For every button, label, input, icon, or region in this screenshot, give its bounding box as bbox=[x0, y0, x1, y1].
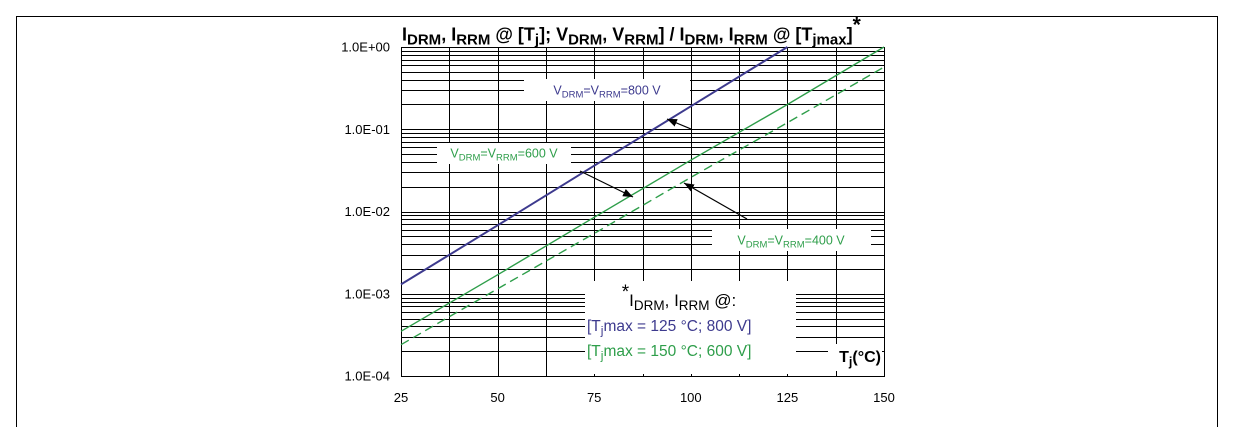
note-heading-text: @: bbox=[710, 291, 737, 310]
series-label: VDRM=VRRM=400 V bbox=[737, 234, 845, 251]
x-tick-label: 25 bbox=[394, 390, 408, 405]
chart-title-text: , I bbox=[441, 25, 456, 45]
note-line-subscript: j bbox=[600, 324, 604, 338]
series-line bbox=[400, 46, 788, 286]
y-tick-label: 1.0E-03 bbox=[344, 286, 390, 301]
chart-title-text: ] / I bbox=[658, 25, 684, 45]
series-lines bbox=[400, 46, 885, 346]
series-line bbox=[400, 66, 885, 346]
series-line bbox=[400, 46, 885, 332]
note-line-text: max = 150 °C; 600 V] bbox=[603, 343, 751, 360]
series-label-text: =V bbox=[583, 84, 599, 98]
x-tick-label: 150 bbox=[873, 390, 895, 405]
y-tick-label: 1.0E-04 bbox=[344, 369, 390, 384]
axes-labels: 25 50 75 100 125 150 1.0E+00 1.0E-01 1.0E-02 1.0E… bbox=[341, 14, 895, 406]
series-label-subscript: RRM bbox=[496, 153, 518, 164]
chart-title-subscript: DRM bbox=[568, 32, 602, 49]
series-label-text: =400 V bbox=[805, 234, 846, 248]
note-heading-text: I bbox=[629, 291, 634, 310]
series-label-text: =V bbox=[480, 147, 496, 161]
series-label-box bbox=[712, 229, 871, 251]
note-heading: *IDRM, IRRM @: bbox=[622, 282, 737, 313]
annotation-arrow bbox=[666, 118, 692, 130]
chart-title-text: I bbox=[402, 25, 407, 45]
x-tick-label: 50 bbox=[490, 390, 504, 405]
series-label-subscript: DRM bbox=[746, 240, 768, 251]
note-line: [Tjmax = 125 °C; 800 V] bbox=[587, 318, 751, 338]
x-axis-label-text: T bbox=[839, 349, 849, 366]
chart-title-subscript: RRM bbox=[456, 32, 490, 49]
x-tick-label: 75 bbox=[587, 390, 601, 405]
series-label-subscript: RRM bbox=[599, 90, 621, 101]
series-label-box bbox=[524, 79, 690, 101]
y-tick-label: 1.0E-02 bbox=[344, 204, 390, 219]
chart-title-subscript: j bbox=[534, 32, 539, 49]
plot-area bbox=[401, 47, 885, 377]
series-label-text: =600 V bbox=[518, 147, 559, 161]
chart-title-text: , V bbox=[602, 25, 624, 45]
chart-title-text: @ [T bbox=[490, 25, 535, 45]
series-label-text: =V bbox=[767, 234, 783, 248]
note-heading-subscript: DRM bbox=[634, 298, 665, 313]
x-tick-label: 125 bbox=[777, 390, 799, 405]
chart-title-subscript: jmax bbox=[811, 32, 847, 49]
series-label-subscript: DRM bbox=[562, 90, 584, 101]
note-heading-subscript: RRM bbox=[679, 298, 710, 313]
series-label: VDRM=VRRM=600 V bbox=[450, 147, 558, 164]
x-axis-label-subscript: j bbox=[848, 355, 852, 369]
series-label-subscript: DRM bbox=[459, 153, 481, 164]
series-label-box bbox=[437, 143, 571, 164]
chart-title-text: , I bbox=[719, 25, 734, 45]
note-line-text: [T bbox=[587, 343, 601, 360]
series-label-text: V bbox=[450, 147, 459, 161]
annotation-boxes bbox=[437, 79, 882, 374]
y-tick-label: 1.0E+00 bbox=[341, 40, 390, 55]
series-label: VDRM=VRRM=800 V bbox=[553, 84, 661, 101]
series-label-text: =800 V bbox=[621, 84, 662, 98]
note-heading-text: , I bbox=[665, 291, 679, 310]
plot-frame bbox=[401, 47, 885, 377]
annotation-arrow bbox=[579, 170, 634, 198]
chart-title-text: ]; V bbox=[539, 25, 568, 45]
chart-title-subscript: RRM bbox=[734, 32, 768, 49]
x-axis-label-box bbox=[828, 344, 882, 371]
chart-title-subscript: RRM bbox=[624, 32, 658, 49]
series-label-subscript: RRM bbox=[783, 240, 805, 251]
x-tick-label: 100 bbox=[680, 390, 702, 405]
note-line: [Tjmax = 150 °C; 600 V] bbox=[587, 343, 751, 363]
chart-title-text: ] bbox=[847, 25, 853, 45]
x-axis-label-text: (°C) bbox=[852, 349, 881, 366]
note-line-text: max = 125 °C; 800 V] bbox=[603, 318, 751, 335]
chart-title-subscript: DRM bbox=[407, 32, 441, 49]
note-heading-superscript: * bbox=[622, 282, 630, 303]
note-line-subscript: j bbox=[600, 349, 604, 363]
y-tick-label: 1.0E-01 bbox=[344, 122, 390, 137]
chart-title: IDRM, IRRM @ [Tj]; VDRM, VRRM] / IDRM, I… bbox=[402, 14, 862, 49]
figure-frame bbox=[16, 16, 1218, 427]
x-axis-label: Tj(°C) bbox=[839, 349, 881, 369]
chart-title-superscript: * bbox=[853, 14, 862, 37]
note-box bbox=[585, 281, 796, 374]
note-line-text: [T bbox=[587, 318, 601, 335]
series-label-text: V bbox=[737, 234, 746, 248]
series-label-text: V bbox=[553, 84, 562, 98]
annotation-arrow bbox=[683, 182, 748, 220]
chart-title-text: @ [T bbox=[768, 25, 813, 45]
chart-title-subscript: DRM bbox=[684, 32, 718, 49]
